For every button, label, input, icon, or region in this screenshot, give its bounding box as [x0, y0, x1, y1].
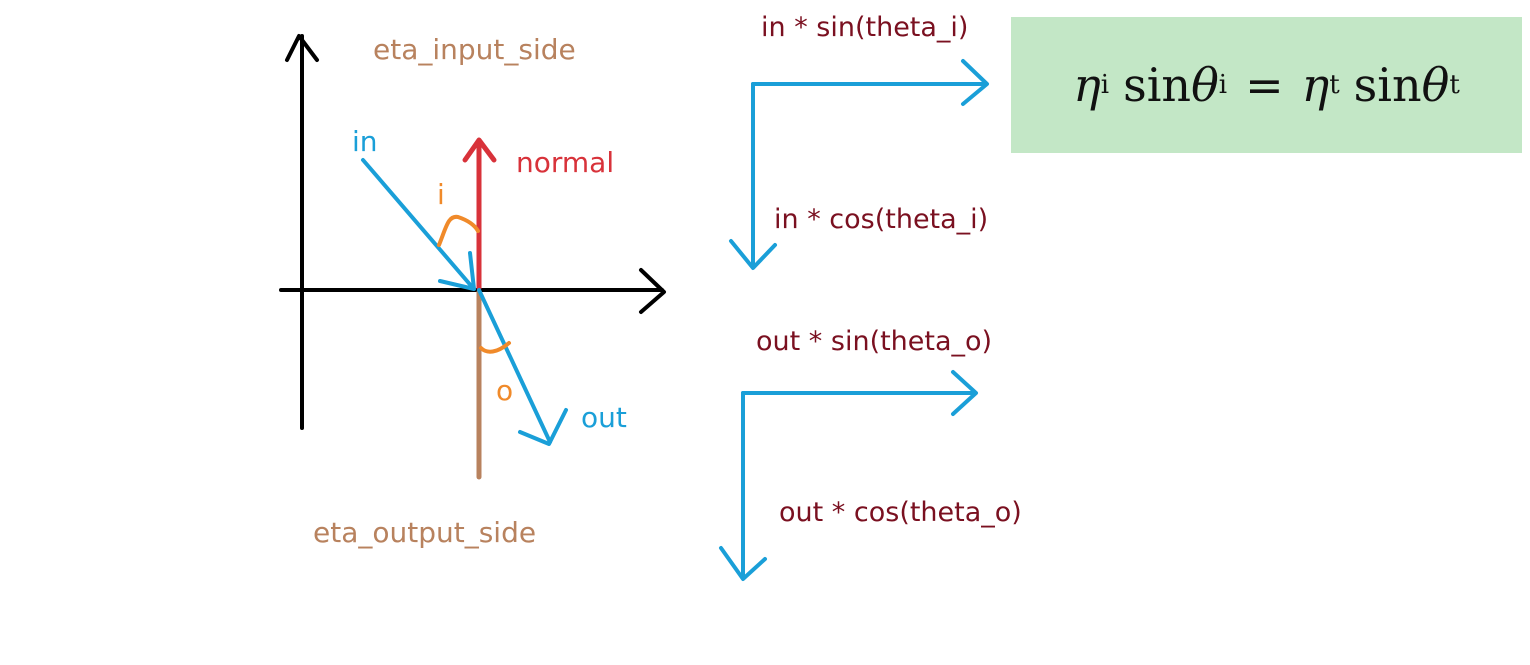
equals-sign: =	[1245, 58, 1284, 112]
x-axis-arrowhead	[639, 268, 666, 314]
surface-normal	[462, 137, 497, 480]
coordinate-axes	[279, 34, 666, 430]
input-components	[729, 59, 989, 270]
in-sin-label: in * sin(theta_i)	[761, 12, 968, 43]
out-sin-label: out * sin(theta_o)	[756, 326, 992, 357]
out-cos-label: out * cos(theta_o)	[779, 497, 1022, 528]
eta-output-label: eta_output_side	[313, 516, 536, 549]
theta-t-subscript: t	[1449, 70, 1460, 100]
out-ray-label: out	[581, 401, 627, 434]
eta-i-subscript: i	[1100, 70, 1110, 100]
light-rays	[361, 158, 568, 446]
normal-label: normal	[516, 146, 614, 179]
incident-ray-arrowhead	[438, 251, 476, 291]
out-sin-arrowhead	[951, 370, 978, 416]
in-cos-label: in * cos(theta_i)	[774, 204, 988, 235]
eta-t-symbol: η	[1301, 58, 1330, 112]
in-sin-arrowhead	[961, 59, 989, 106]
normal-arrowhead	[462, 137, 497, 163]
sin-i-function: sin	[1123, 58, 1192, 112]
in-ray-label: in	[352, 125, 378, 158]
theta-i-subscript: i	[1218, 70, 1228, 100]
angle-i-label: i	[437, 178, 445, 211]
diagram-labels: eta_input_side eta_output_side in out no…	[313, 12, 1022, 549]
y-axis-arrowhead	[285, 34, 319, 62]
angle-i-arc	[437, 214, 480, 247]
incident-ray	[361, 158, 475, 290]
refracted-ray-arrowhead	[518, 408, 568, 446]
angle-o-arc	[479, 341, 511, 354]
eta-t-subscript: t	[1329, 70, 1340, 100]
theta-t-symbol: θ	[1421, 58, 1450, 112]
angle-o-label: o	[496, 374, 513, 407]
eta-i-symbol: η	[1073, 58, 1101, 112]
output-components	[719, 370, 978, 581]
eta-input-label: eta_input_side	[373, 33, 576, 66]
in-cos-arrowhead	[729, 239, 777, 270]
angle-marks	[437, 214, 511, 354]
theta-i-symbol: θ	[1191, 58, 1219, 112]
refracted-ray	[477, 288, 552, 444]
sin-t-function: sin	[1353, 58, 1422, 112]
out-cos-arrowhead	[719, 546, 767, 581]
